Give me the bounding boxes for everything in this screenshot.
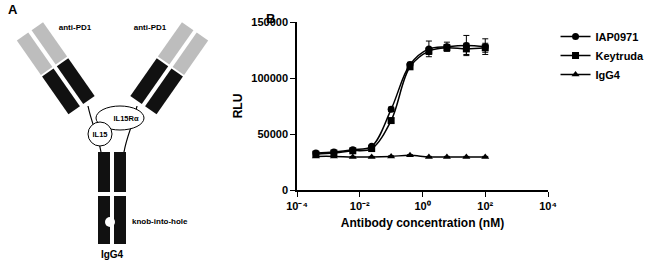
svg-text:100000: 100000: [251, 72, 288, 84]
svg-text:0: 0: [282, 184, 288, 196]
svg-text:anti-PD1: anti-PD1: [134, 23, 167, 32]
svg-text:IL15: IL15: [92, 130, 107, 139]
svg-text:10⁴: 10⁴: [539, 200, 557, 212]
svg-text:IgG4: IgG4: [101, 249, 124, 260]
svg-text:50000: 50000: [257, 128, 288, 140]
svg-text:RLU: RLU: [231, 94, 245, 119]
svg-text:10⁻²: 10⁻²: [350, 200, 370, 212]
svg-text:IAP0971: IAP0971: [596, 31, 639, 43]
svg-text:10⁻⁴: 10⁻⁴: [286, 200, 308, 212]
svg-text:Keytruda: Keytruda: [596, 50, 645, 62]
svg-text:Antibody concentration (nM): Antibody concentration (nM): [341, 216, 504, 230]
svg-text:10²: 10²: [477, 200, 493, 212]
svg-text:B: B: [266, 11, 275, 26]
svg-text:150000: 150000: [251, 16, 288, 28]
svg-text:anti-PD1: anti-PD1: [59, 23, 92, 32]
svg-text:A: A: [8, 2, 18, 17]
svg-text:knob-into-hole: knob-into-hole: [132, 217, 188, 226]
svg-text:10⁰: 10⁰: [414, 200, 430, 212]
svg-text:IgG4: IgG4: [596, 69, 621, 81]
svg-text:IL15Rα: IL15Rα: [113, 114, 138, 123]
